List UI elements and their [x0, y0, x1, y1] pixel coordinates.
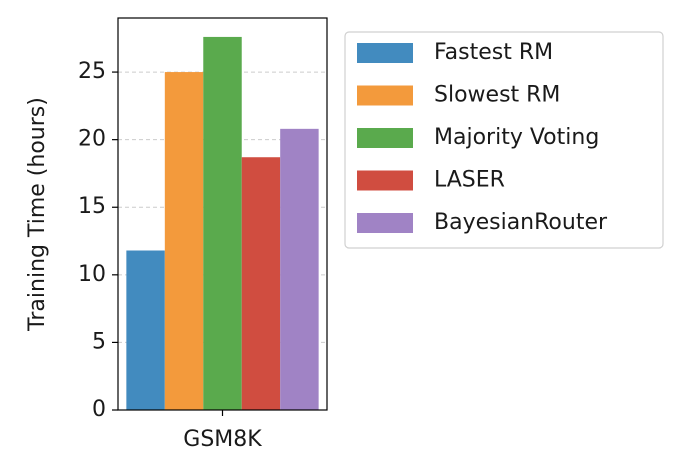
y-axis-label: Training Time (hours)	[25, 97, 50, 332]
legend-swatch	[357, 43, 413, 63]
legend-label: BayesianRouter	[434, 210, 608, 235]
bar	[164, 72, 204, 410]
legend-swatch	[357, 170, 413, 191]
bar	[203, 36, 242, 411]
y-tick-label: 0	[92, 397, 106, 422]
x-tick-label: GSM8K	[183, 427, 262, 452]
bar	[241, 157, 281, 410]
plot-frame	[117, 17, 328, 411]
bar	[280, 128, 319, 411]
legend-label: Slowest RM	[434, 83, 560, 108]
legend-label: LASER	[434, 168, 505, 193]
y-tick-label: 10	[78, 262, 106, 287]
y-tick-label: 15	[78, 194, 106, 219]
legend-label: Majority Voting	[434, 125, 599, 150]
y-tick-label: 25	[78, 59, 106, 84]
legend-swatch	[357, 128, 413, 148]
y-tick-label: 20	[78, 127, 106, 152]
legend-label: Fastest RM	[434, 40, 553, 65]
legend-swatch	[357, 85, 413, 106]
y-tick-label: 5	[92, 329, 106, 354]
bar	[126, 250, 165, 410]
legend-frame	[344, 31, 664, 249]
legend-swatch	[357, 213, 413, 233]
